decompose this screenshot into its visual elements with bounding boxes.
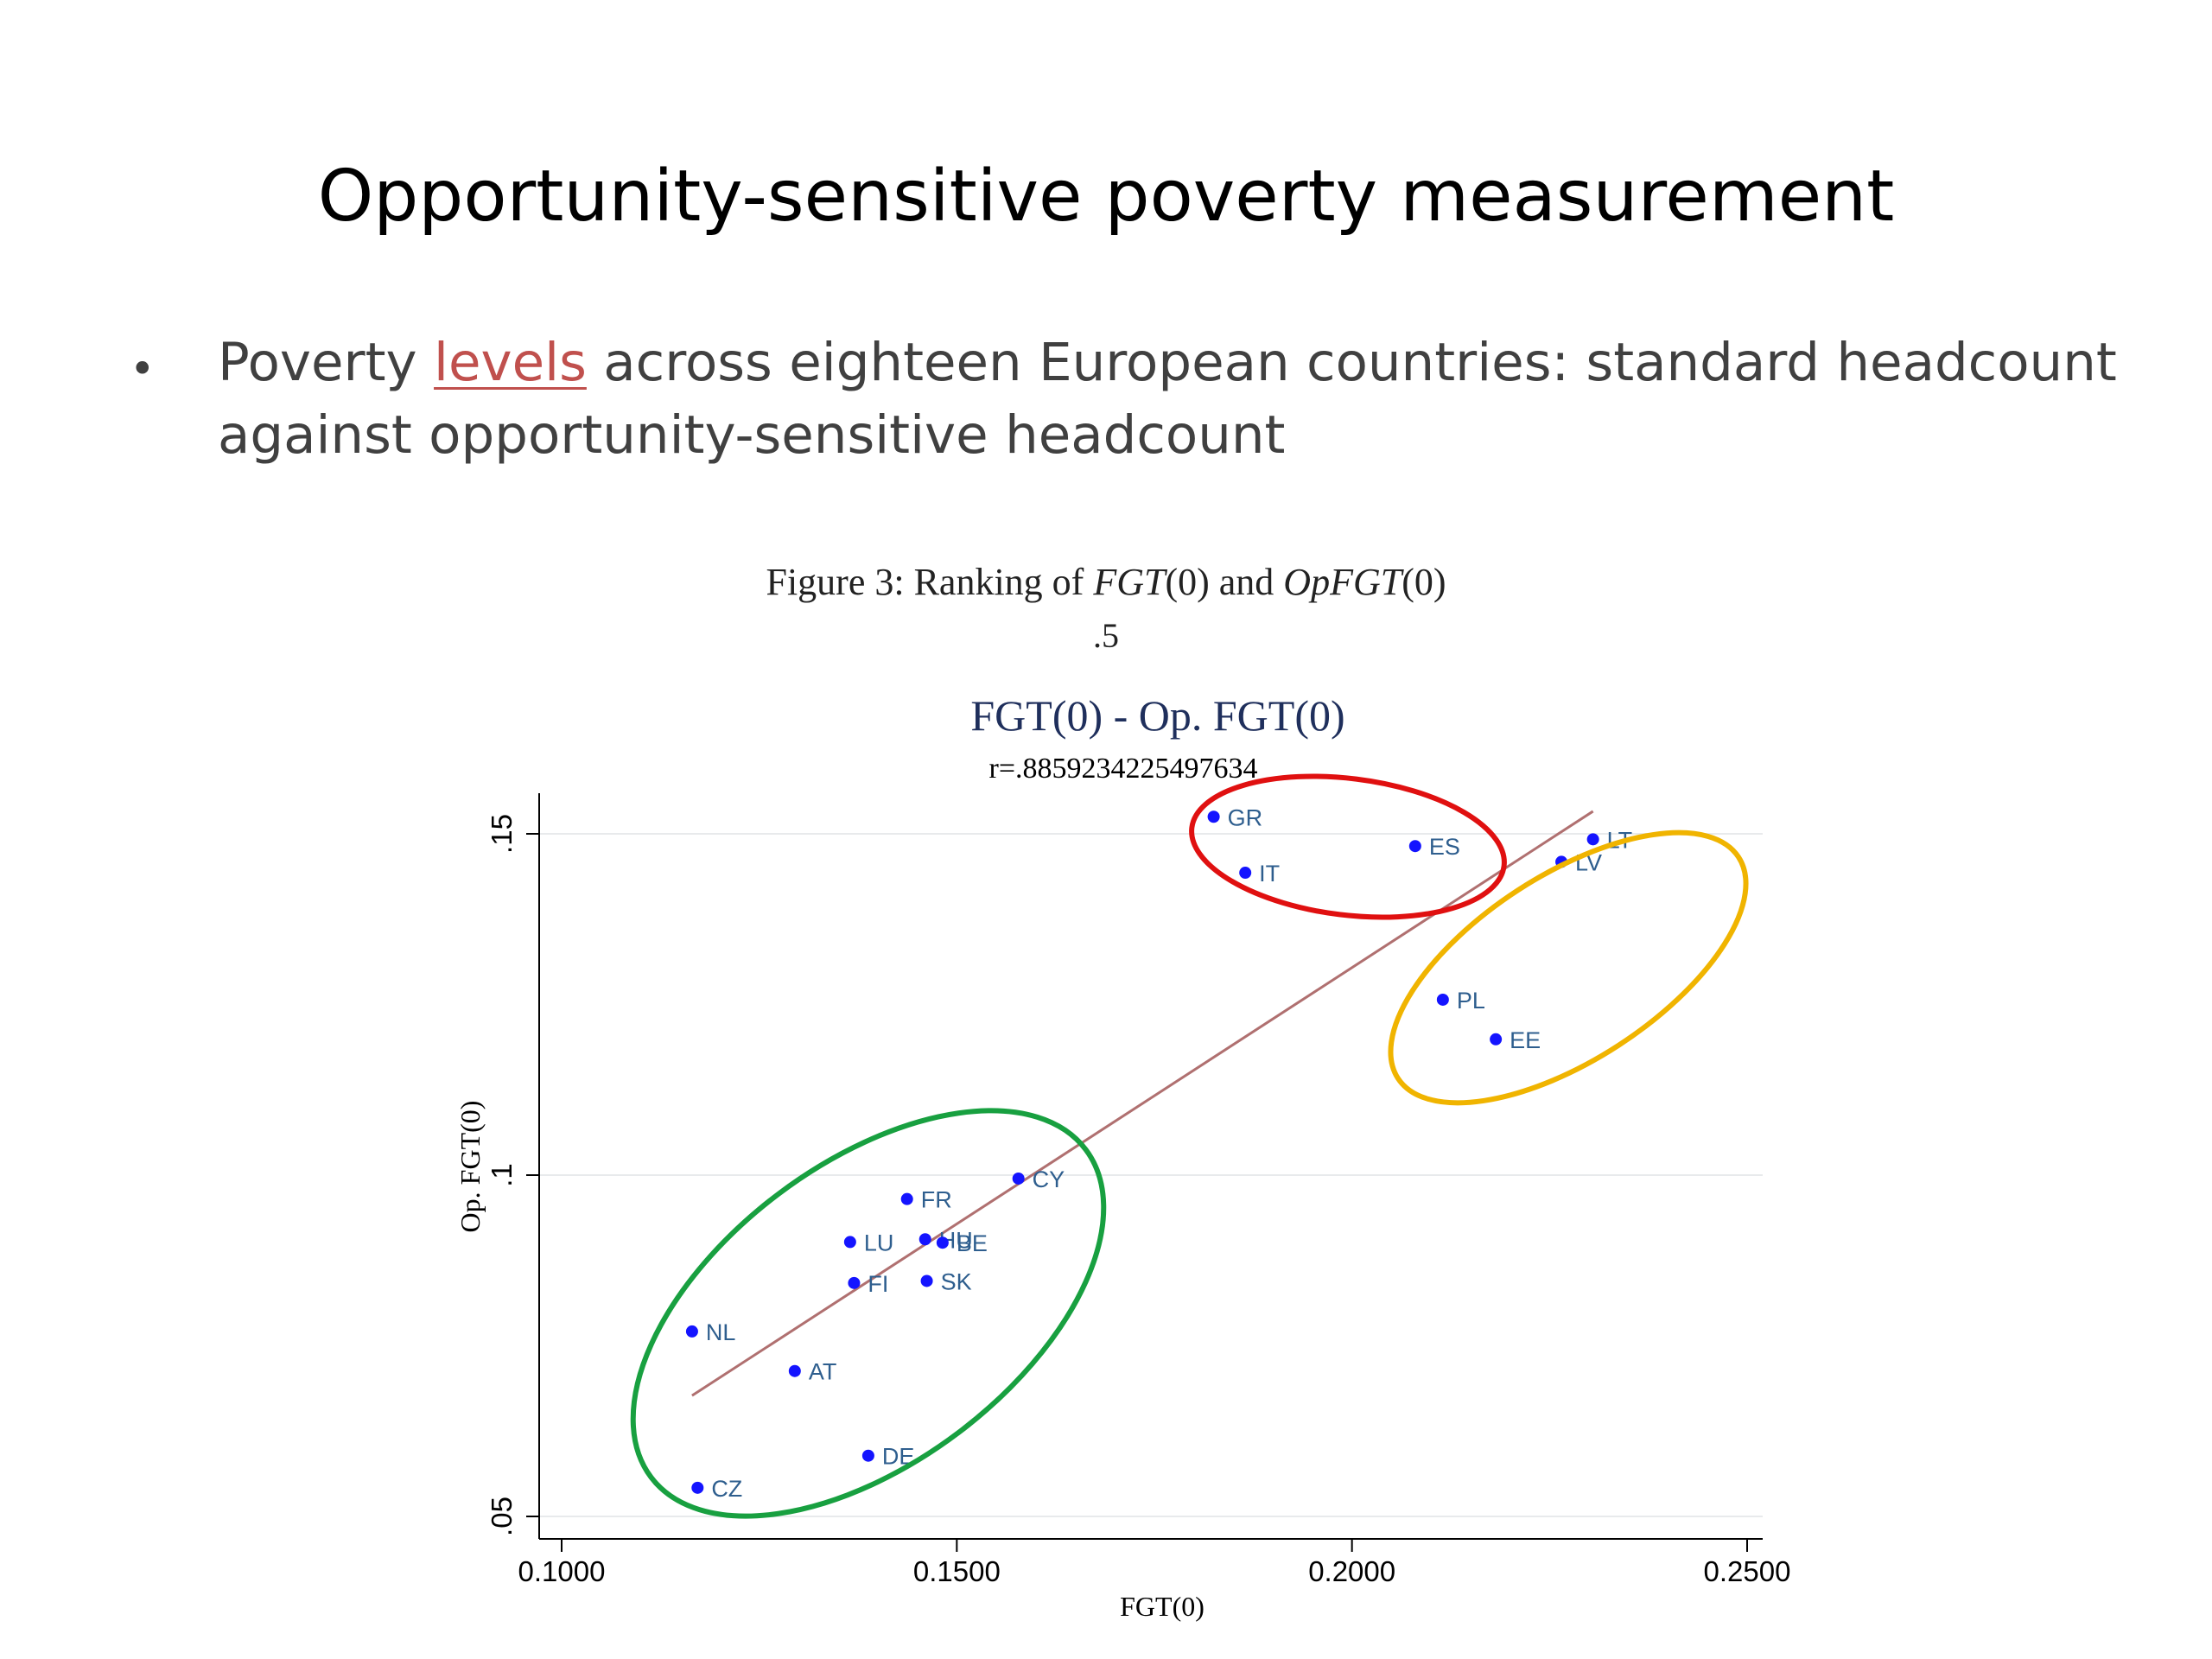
point-label-at: AT xyxy=(809,1359,837,1385)
point-label-gr: GR xyxy=(1228,804,1263,830)
chart-title: FGT(0) - Op. FGT(0) xyxy=(970,691,1344,740)
point-label-cz: CZ xyxy=(711,1476,742,1502)
axis-ticks: 0.1000 0.1500 0.2000 0.2500 .05 .1 .15 xyxy=(486,814,1790,1587)
point-label-nl: NL xyxy=(706,1319,736,1345)
x-tick-label: 0.2500 xyxy=(1704,1555,1791,1587)
caption-prefix: Figure 3: Ranking of xyxy=(766,561,1094,603)
bullet-dot-icon: • xyxy=(130,344,156,394)
chart-subtitle: r=.8859234225497634 xyxy=(989,753,1258,785)
point-label-lu: LU xyxy=(864,1230,894,1255)
y-axis-label: Op. FGT(0) xyxy=(454,1101,486,1233)
bullet-text-start: Poverty xyxy=(218,332,435,393)
point-label-cy: CY xyxy=(1033,1166,1065,1192)
point-label-fi: FI xyxy=(868,1271,888,1297)
caption-arg-1: (0) and xyxy=(1165,561,1284,603)
point-label-fr: FR xyxy=(921,1187,952,1213)
highlight-ellipses xyxy=(630,773,1749,1519)
data-point-cy xyxy=(1012,1172,1025,1185)
data-point-be xyxy=(936,1236,949,1249)
data-point-it xyxy=(1239,867,1252,880)
bullet-text: Poverty levels across eighteen European … xyxy=(218,327,2119,472)
x-tick-label: 0.2000 xyxy=(1308,1555,1395,1587)
bullet-text-end: across eighteen European countries: stan… xyxy=(218,332,2117,466)
data-point-at xyxy=(788,1364,801,1377)
data-point-lu xyxy=(843,1236,856,1249)
point-label-it: IT xyxy=(1259,861,1280,887)
point-label-es: ES xyxy=(1429,834,1460,860)
data-point-es xyxy=(1408,840,1421,853)
caption-measure-1: FGT xyxy=(1093,561,1166,603)
y-tick-label: .1 xyxy=(486,1163,518,1187)
grid-lines xyxy=(539,833,1763,1517)
figure-caption: Figure 3: Ranking of FGT(0) and OpFGT(0) xyxy=(0,560,2212,604)
bullet-highlight-link[interactable]: levels xyxy=(434,332,587,393)
data-point-fi xyxy=(848,1276,861,1289)
highlight-ellipse-yellow xyxy=(1388,830,1749,1106)
figure-scale-note: .5 xyxy=(1093,616,1119,655)
x-tick-label: 0.1000 xyxy=(518,1555,606,1587)
caption-arg-2: (0) xyxy=(1402,561,1446,603)
data-point-lt xyxy=(1586,833,1599,846)
data-point-gr xyxy=(1207,810,1220,823)
data-point-nl xyxy=(685,1325,698,1338)
y-tick-label: .15 xyxy=(486,814,518,854)
data-point-ee xyxy=(1490,1033,1503,1046)
highlight-ellipse-red xyxy=(1189,773,1507,920)
x-axis-label: FGT(0) xyxy=(1120,1591,1205,1622)
data-point-cz xyxy=(691,1481,704,1494)
y-tick-label: .05 xyxy=(486,1497,518,1536)
data-point-fr xyxy=(900,1192,913,1205)
data-point-hu xyxy=(918,1233,931,1246)
data-point-pl xyxy=(1436,993,1449,1006)
data-point-de xyxy=(861,1449,874,1462)
caption-measure-2: OpFGT xyxy=(1283,561,1402,603)
point-label-ee: EE xyxy=(1510,1027,1541,1053)
point-label-pl: PL xyxy=(1457,988,1485,1014)
x-tick-label: 0.1500 xyxy=(913,1555,1001,1587)
data-point-sk xyxy=(920,1274,933,1287)
highlight-ellipse-green xyxy=(630,1108,1107,1519)
point-label-sk: SK xyxy=(941,1268,972,1294)
point-label-be: BE xyxy=(957,1230,988,1256)
slide-title: Opportunity-sensitive poverty measuremen… xyxy=(317,156,1895,238)
